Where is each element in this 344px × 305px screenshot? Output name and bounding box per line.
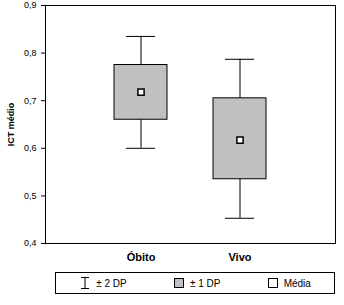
svg-text:0,8: 0,8	[24, 48, 37, 58]
svg-text:Óbito: Óbito	[127, 251, 156, 263]
html-text:Média: Média	[283, 277, 311, 289]
svg-text:ICT médio: ICT médio	[6, 102, 16, 146]
html-text:± 2 DP: ± 2 DP	[96, 277, 127, 289]
svg-text:0,9: 0,9	[24, 0, 37, 10]
svg-text:0,7: 0,7	[24, 96, 37, 106]
svg-text:0,4: 0,4	[24, 238, 37, 248]
svg-text:0,6: 0,6	[24, 143, 37, 153]
html-text:± 1 DP: ± 1 DP	[189, 277, 221, 289]
svg-text:0,5: 0,5	[24, 191, 37, 201]
svg-text:Vivo: Vivo	[228, 251, 251, 263]
